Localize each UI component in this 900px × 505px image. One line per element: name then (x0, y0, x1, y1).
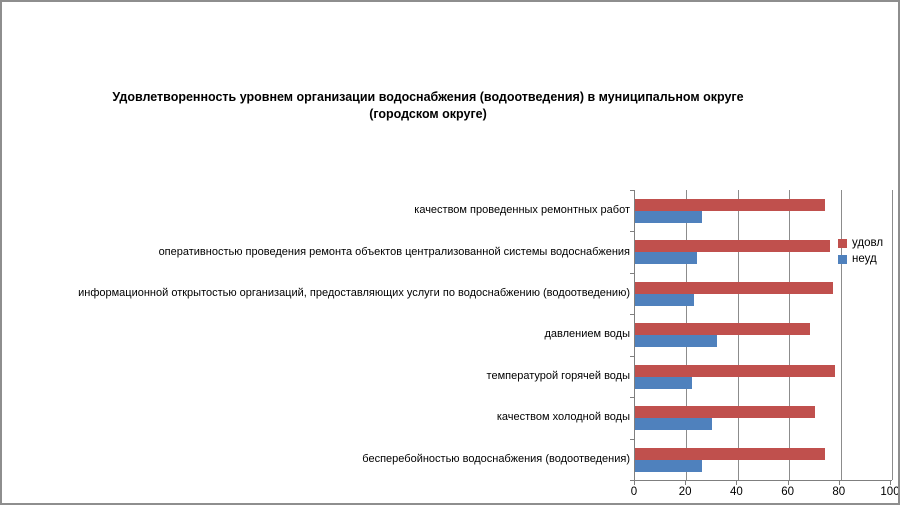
category-axis-tick (630, 438, 635, 440)
plot-area (634, 190, 893, 481)
bar-series-0 (635, 199, 826, 211)
bar-series-0 (635, 240, 831, 253)
x-axis-label: 60 (781, 486, 794, 498)
category-axis-tick (630, 355, 635, 357)
legend-label-series-1: неуд (852, 253, 877, 265)
category-label: качеством холодной воды (496, 411, 630, 424)
bar-series-1 (635, 211, 702, 223)
bar-series-1 (635, 335, 718, 348)
chart-title-line-2: (городском округе) (369, 107, 487, 121)
x-axis-label: 80 (832, 486, 846, 498)
x-axis-tick (736, 481, 738, 485)
bar-group (635, 190, 892, 231)
legend-label-series-0: удовл (852, 237, 884, 249)
bar-group (635, 439, 892, 480)
bar-series-1 (635, 252, 697, 265)
bar-series-0 (635, 364, 836, 377)
category-axis-tick (630, 314, 635, 316)
bar-series-1 (635, 459, 702, 472)
bar-group (635, 273, 892, 314)
chart-title-line-1: Удовлетворенность уровнем организации во… (112, 90, 744, 104)
bar-group (635, 397, 892, 438)
x-axis-label: 40 (729, 486, 743, 498)
bar-series-0 (635, 323, 810, 336)
bar-series-0 (635, 281, 833, 294)
x-axis-tick (890, 481, 891, 485)
category-axis-tick (630, 397, 635, 399)
bar-series-0 (635, 406, 815, 419)
x-axis-label: 20 (678, 486, 692, 498)
bar-series-0 (635, 447, 826, 460)
category-axis-labels: качеством проведенных ремонтных работ опе… (4, 190, 630, 480)
gridline-x-80 (840, 190, 842, 480)
category-axis-tick (630, 231, 635, 233)
category-label: температурой горячей воды (486, 369, 630, 382)
legend-item: неуд (838, 251, 883, 267)
bar-series-1 (635, 293, 695, 306)
category-axis-tick (630, 272, 635, 274)
chart-title: Удовлетворенность уровнем организации во… (2, 89, 854, 123)
category-label: информационной открытостью организаций, … (78, 287, 630, 300)
x-axis-label: 0 (630, 486, 638, 498)
legend: удовл неуд (838, 235, 883, 267)
legend-item: удовл (838, 235, 883, 251)
category-axis-tick (630, 480, 635, 481)
category-label: давлением воды (544, 328, 630, 341)
category-axis-tick (630, 190, 635, 191)
bar-series-1 (635, 418, 713, 431)
bar-group (635, 314, 892, 355)
bar-group (635, 231, 892, 272)
category-label: оперативностью проведения ремонта объект… (158, 245, 630, 258)
gridline-x-100 (892, 190, 893, 480)
category-label: качеством проведенных ремонтных работ (414, 204, 630, 217)
x-axis-tick (787, 481, 789, 485)
legend-swatch-series-1 (838, 254, 847, 264)
legend-swatch-series-0 (838, 238, 847, 248)
x-axis-tick (685, 481, 687, 485)
bar-series-1 (635, 376, 692, 389)
x-axis-label: 100 (880, 486, 900, 498)
bar-group (635, 356, 892, 397)
x-axis-tick (634, 481, 635, 485)
category-label: бесперебойностью водоснабжения (водоотве… (362, 452, 630, 465)
x-axis-tick (838, 481, 840, 485)
